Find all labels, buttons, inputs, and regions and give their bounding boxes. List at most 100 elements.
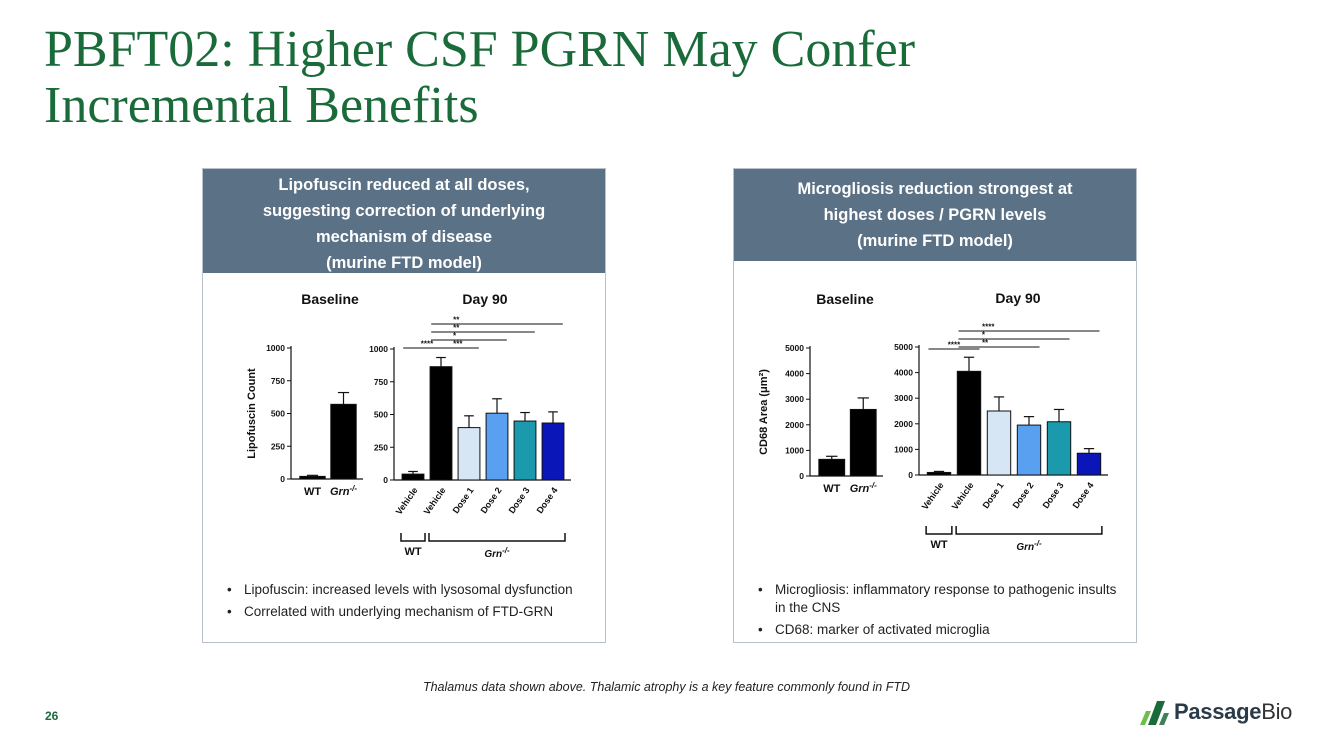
bar [485, 412, 509, 481]
bar [926, 471, 952, 476]
x-tick-label: Grn-/- [330, 484, 357, 499]
significance-label: ** [453, 316, 460, 325]
x-tick-label: Dose 3 [1041, 480, 1066, 510]
significance-label: **** [982, 323, 995, 332]
passage-bio-logo: PassageBio [1140, 697, 1292, 727]
group-bracket [428, 533, 566, 542]
y-tick-label: 750 [271, 376, 285, 386]
bullet-item: Correlated with underlying mechanism of … [227, 603, 597, 621]
y-tick-label: 3000 [894, 393, 913, 403]
bar [429, 366, 453, 481]
page-number: 26 [45, 709, 59, 723]
lipofuscin-panel: Lipofuscin reduced at all doses, suggest… [202, 168, 606, 643]
x-tick-label: Dose 2 [1011, 480, 1036, 510]
cd68-charts: Baseline CD68 Area (μm²) 0 1000 2000 3000 4000… [758, 290, 1108, 554]
bar [330, 403, 357, 480]
bar [986, 410, 1012, 476]
y-tick-label: 0 [383, 475, 388, 485]
lipofuscin-panel-header: Lipofuscin reduced at all doses, suggest… [203, 169, 605, 273]
header-line: highest doses / PGRN levels [823, 206, 1047, 224]
y-tick-label: 1000 [785, 445, 804, 455]
microgliosis-bullets: Microgliosis: inflammatory response to p… [758, 581, 1128, 643]
y-tick-label: 1000 [894, 444, 913, 454]
y-tick-label: 500 [374, 410, 388, 420]
y-tick-label: 1000 [369, 344, 388, 354]
bullet-item: Lipofuscin: increased levels with lysoso… [227, 581, 597, 599]
bar [1076, 452, 1102, 476]
significance-label: * [982, 331, 986, 340]
x-tick-label: WT [304, 486, 321, 498]
x-tick-label: Vehicle [394, 485, 420, 516]
significance-label: ** [982, 339, 989, 348]
lipofuscin-bullets: Lipofuscin: increased levels with lysoso… [227, 581, 597, 625]
lipofuscin-charts: Baseline Lipofuscin Count 0 250 500 750 1000 WT… [246, 291, 571, 561]
bar [457, 427, 481, 481]
header-line: mechanism of disease [315, 228, 493, 246]
y-tick-label: 2000 [894, 419, 913, 429]
y-tick-label: 1000 [266, 343, 285, 353]
group-label: Grn-/- [484, 546, 510, 561]
x-tick-label: Dose 4 [535, 485, 560, 515]
bar [849, 408, 877, 477]
y-axis-label: CD68 Area (μm²) [758, 369, 770, 455]
chart-title: Baseline [301, 291, 359, 307]
logo-wordmark-bold: Passage [1174, 699, 1262, 724]
y-tick-label: 0 [280, 474, 285, 484]
chart-title: Day 90 [462, 291, 507, 307]
chart-title: Day 90 [995, 290, 1040, 306]
x-tick-label: Grn-/- [850, 481, 877, 496]
x-tick-label: Dose 4 [1071, 480, 1096, 510]
significance-label: **** [948, 341, 961, 350]
group-label: Grn-/- [1016, 539, 1042, 554]
x-tick-label: WT [823, 483, 840, 495]
slide-title-line-2: Incremental Benefits [44, 77, 479, 134]
bar [513, 420, 537, 481]
significance-label: *** [453, 340, 463, 349]
bar [541, 422, 565, 481]
y-tick-label: 2000 [785, 420, 804, 430]
bar [401, 473, 425, 481]
header-line: Lipofuscin reduced at all doses, [278, 176, 530, 194]
microgliosis-panel: Microgliosis reduction strongest at high… [733, 168, 1137, 643]
header-line: suggesting correction of underlying [262, 202, 546, 220]
slide-title-line-1: PBFT02: Higher CSF PGRN May Confer [44, 21, 916, 78]
y-tick-label: 5000 [785, 343, 804, 353]
y-tick-label: 250 [374, 442, 388, 452]
x-tick-label: Vehicle [950, 480, 976, 511]
y-tick-label: 4000 [894, 368, 913, 378]
y-tick-label: 0 [908, 470, 913, 480]
bar [1016, 424, 1042, 476]
logo-wordmark: PassageBio [1174, 699, 1292, 725]
bullet-item: CD68: marker of activated microglia [758, 621, 1128, 639]
passage-bio-logo-icon [1140, 701, 1169, 725]
y-tick-label: 3000 [785, 394, 804, 404]
group-label: WT [930, 539, 947, 551]
significance-label: ** [453, 324, 460, 333]
y-tick-label: 0 [799, 471, 804, 481]
bar [956, 370, 982, 476]
chart-title: Baseline [816, 291, 874, 307]
group-bracket [925, 526, 953, 535]
header-line: (murine FTD model) [857, 232, 1013, 250]
x-tick-label: Dose 1 [451, 485, 476, 515]
microgliosis-panel-header: Microgliosis reduction strongest at high… [734, 169, 1136, 261]
group-bracket [400, 533, 426, 542]
bar [299, 475, 326, 480]
y-axis-label: Lipofuscin Count [246, 368, 258, 459]
significance-label: **** [421, 340, 434, 349]
x-tick-label: Vehicle [920, 480, 946, 511]
bullet-item: Microgliosis: inflammatory response to p… [758, 581, 1128, 617]
x-tick-label: Dose 3 [507, 485, 532, 515]
header-line: Microgliosis reduction strongest at [797, 180, 1073, 198]
logo-wordmark-regular: Bio [1261, 699, 1293, 724]
y-tick-label: 750 [374, 377, 388, 387]
y-tick-label: 500 [271, 409, 285, 419]
bar [1046, 421, 1072, 476]
y-tick-label: 5000 [894, 342, 913, 352]
x-tick-label: Dose 1 [981, 480, 1006, 510]
y-tick-label: 4000 [785, 369, 804, 379]
significance-label: * [453, 332, 457, 341]
x-tick-label: Vehicle [422, 485, 448, 516]
group-bracket [955, 526, 1103, 535]
x-tick-label: Dose 2 [479, 485, 504, 515]
